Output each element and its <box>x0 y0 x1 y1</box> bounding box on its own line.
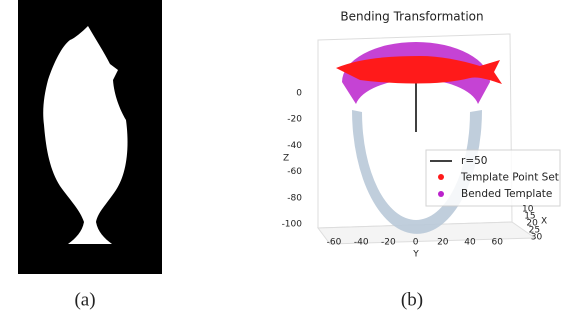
y-tick-label: 60 <box>491 238 503 248</box>
z-tick-label: 0 <box>296 89 302 99</box>
legend-dot <box>438 174 444 180</box>
plot-title: Bending Transformation <box>340 10 483 24</box>
template-point-set <box>336 56 502 84</box>
y-tick-label: 40 <box>464 238 476 248</box>
x-tick-label: 20 <box>526 219 538 229</box>
legend <box>425 149 561 207</box>
x-tick-label: 15 <box>524 212 535 222</box>
x-tick-label: 30 <box>531 233 543 243</box>
z-tick-label: -40 <box>287 141 302 151</box>
legend-label: Template Point Set <box>460 172 559 184</box>
caption: (b) <box>401 289 423 310</box>
x-tick-label: 10 <box>522 205 534 215</box>
z-tick-label: -100 <box>282 220 303 230</box>
legend-label: r=50 <box>461 155 487 167</box>
axis-label: X <box>541 217 547 227</box>
legend-label: Bended Template <box>461 188 552 200</box>
plot-3d <box>317 33 561 245</box>
fish-silhouette <box>43 26 128 244</box>
legend-dot <box>438 191 444 197</box>
y-tick-label: -60 <box>327 238 342 248</box>
axis-label: Y <box>412 250 419 260</box>
y-tick-label: -20 <box>381 238 396 248</box>
caption: (a) <box>74 289 95 310</box>
y-tick-label: 20 <box>437 238 449 248</box>
axis-label: Z <box>283 154 289 164</box>
y-tick-label: 0 <box>413 238 419 248</box>
x-tick-label: 25 <box>529 226 540 236</box>
floor-pane <box>317 221 537 245</box>
z-tick-label: -20 <box>287 115 302 125</box>
z-tick-label: -60 <box>287 167 302 177</box>
y-tick-label: -40 <box>354 238 369 248</box>
z-tick-label: -80 <box>287 193 302 203</box>
